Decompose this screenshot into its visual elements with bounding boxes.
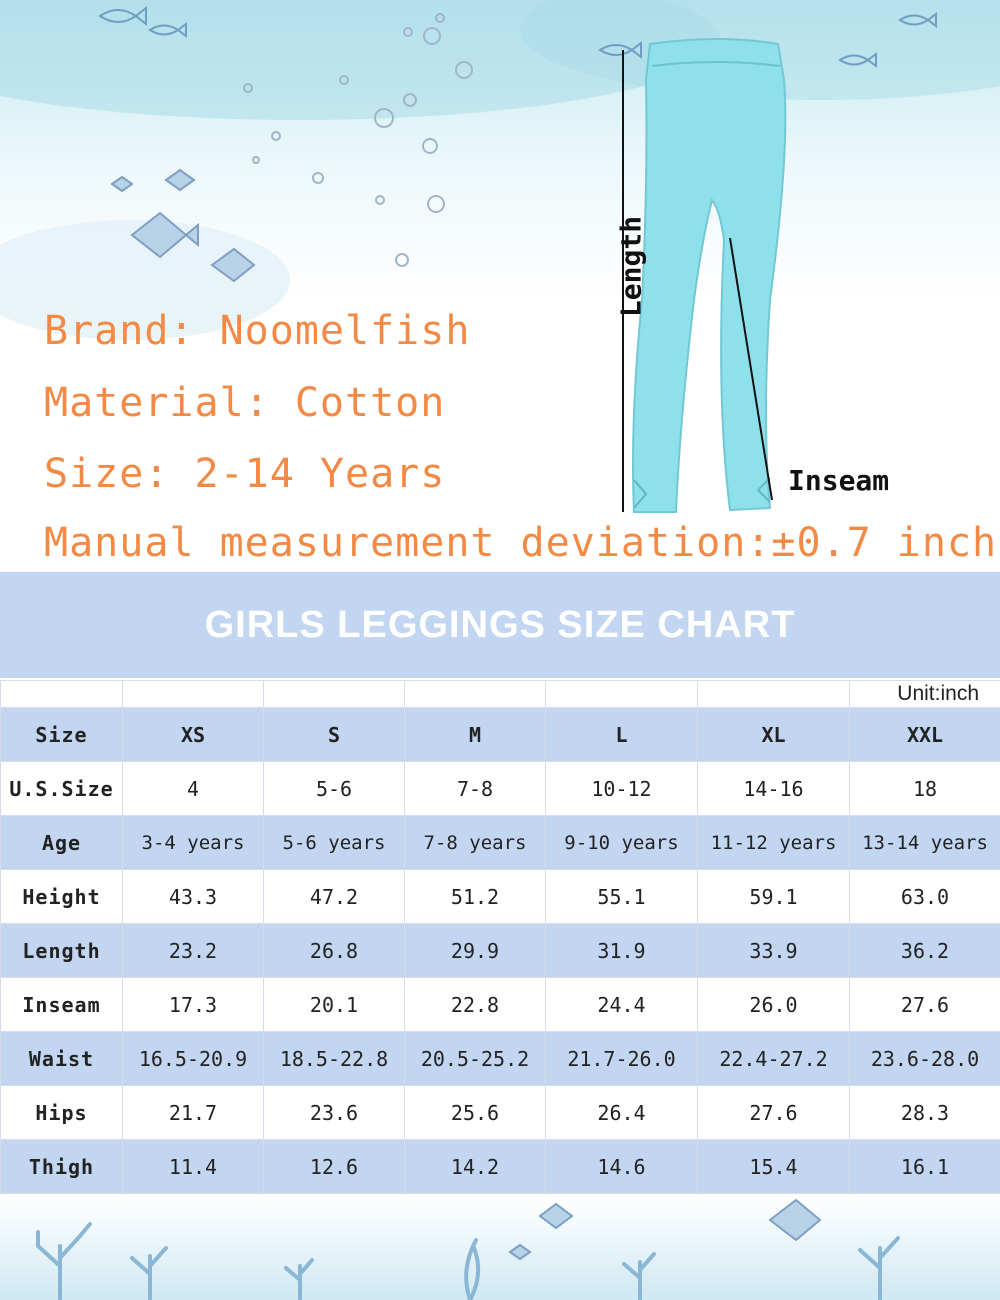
size-column-header: XL xyxy=(697,707,850,762)
size-range-text: Size: 2-14 Years xyxy=(44,451,446,497)
size-chart-table: Unit:inch Size XS S M L XL XXL U.S.Size 4 5-6 7-8 1… xyxy=(0,680,1000,1194)
table-cell: 15.4 xyxy=(697,1139,850,1194)
table-cell: 43.3 xyxy=(122,869,264,924)
table-cell: 23.6-28.0 xyxy=(849,1031,1000,1086)
size-column-header: S xyxy=(263,707,405,762)
table-cell: 20.1 xyxy=(263,977,405,1032)
table-cell: 14.6 xyxy=(545,1139,698,1194)
row-label: U.S.Size xyxy=(0,761,123,816)
table-cell: 31.9 xyxy=(545,923,698,978)
table-cell: 51.2 xyxy=(404,869,546,924)
table-cell: 26.8 xyxy=(263,923,405,978)
fish-icon xyxy=(98,5,937,68)
table-cell: 16.1 xyxy=(849,1139,1000,1194)
inseam-measure-line xyxy=(729,237,773,501)
row-label: Length xyxy=(0,923,123,978)
table-cell: 9-10 years xyxy=(545,815,698,870)
table-cell: 10-12 xyxy=(545,761,698,816)
table-cell: 20.5-25.2 xyxy=(404,1031,546,1086)
table-cell: 5-6 xyxy=(263,761,405,816)
table-cell: 23.2 xyxy=(122,923,264,978)
table-row: Hips 21.7 23.6 25.6 26.4 27.6 28.3 xyxy=(0,1085,1000,1140)
ocean-decoration xyxy=(0,0,1000,513)
row-label: Waist xyxy=(0,1031,123,1086)
table-cell: 21.7 xyxy=(122,1085,264,1140)
table-cell: 17.3 xyxy=(122,977,264,1032)
table-cell: 13-14 years xyxy=(849,815,1000,870)
table-row: Height 43.3 47.2 51.2 55.1 59.1 63.0 xyxy=(0,869,1000,924)
table-cell: 4 xyxy=(122,761,264,816)
table-cell: 7-8 xyxy=(404,761,546,816)
size-column-header: XXL xyxy=(849,707,1000,762)
table-cell: 3-4 years xyxy=(122,815,264,870)
inseam-label: Inseam xyxy=(788,464,890,497)
row-label: Height xyxy=(0,869,123,924)
row-label: Hips xyxy=(0,1085,123,1140)
table-row: U.S.Size 4 5-6 7-8 10-12 14-16 18 xyxy=(0,761,1000,816)
unit-row: Unit:inch xyxy=(0,680,1000,708)
table-cell: 14.2 xyxy=(404,1139,546,1194)
table-cell: 18.5-22.8 xyxy=(263,1031,405,1086)
header-label: Size xyxy=(0,707,123,762)
table-row: Thigh 11.4 12.6 14.2 14.6 15.4 16.1 xyxy=(0,1139,1000,1194)
table-cell: 14-16 xyxy=(697,761,850,816)
unit-row-spacer xyxy=(0,680,123,708)
row-label: Inseam xyxy=(0,977,123,1032)
chart-title: GIRLS LEGGINGS SIZE CHART xyxy=(204,604,796,646)
table-cell: 33.9 xyxy=(697,923,850,978)
table-cell: 24.4 xyxy=(545,977,698,1032)
material-text: Material: Cotton xyxy=(44,380,446,426)
table-cell: 11.4 xyxy=(122,1139,264,1194)
table-cell: 26.4 xyxy=(545,1085,698,1140)
row-label: Thigh xyxy=(0,1139,123,1194)
table-cell: 63.0 xyxy=(849,869,1000,924)
table-cell: 27.6 xyxy=(849,977,1000,1032)
table-cell: 29.9 xyxy=(404,923,546,978)
table-cell: 59.1 xyxy=(697,869,850,924)
table-row: Age 3-4 years 5-6 years 7-8 years 9-10 years… xyxy=(0,815,1000,870)
table-cell: 26.0 xyxy=(697,977,850,1032)
table-cell: 47.2 xyxy=(263,869,405,924)
header-row: Size XS S M L XL XXL xyxy=(0,707,1000,762)
angelfish-icon xyxy=(110,168,256,283)
unit-row-spacer xyxy=(122,680,264,708)
unit-row-spacer xyxy=(697,680,850,708)
length-label: Length xyxy=(614,215,648,318)
table-cell: 27.6 xyxy=(697,1085,850,1140)
table-cell: 28.3 xyxy=(849,1085,1000,1140)
table-cell: 22.4-27.2 xyxy=(697,1031,850,1086)
table-cell: 5-6 years xyxy=(263,815,405,870)
chart-title-band: GIRLS LEGGINGS SIZE CHART xyxy=(0,572,1000,678)
table-cell: 36.2 xyxy=(849,923,1000,978)
table-cell: 55.1 xyxy=(545,869,698,924)
size-column-header: XS xyxy=(122,707,264,762)
size-column-header: M xyxy=(404,707,546,762)
table-cell: 22.8 xyxy=(404,977,546,1032)
table-cell: 11-12 years xyxy=(697,815,850,870)
brand-text: Brand: Noomelfish xyxy=(44,308,471,354)
table-row: Length 23.2 26.8 29.9 31.9 33.9 36.2 xyxy=(0,923,1000,978)
table-row: Inseam 17.3 20.1 22.8 24.4 26.0 27.6 xyxy=(0,977,1000,1032)
footer-decoration xyxy=(0,1196,1000,1300)
table-row: Waist 16.5-20.9 18.5-22.8 20.5-25.2 21.7-26.… xyxy=(0,1031,1000,1086)
coral-decoration xyxy=(36,1198,900,1300)
measurement-deviation-text: Manual measurement deviation:±0.7 inch xyxy=(44,520,998,566)
unit-row-spacer xyxy=(263,680,405,708)
table-cell: 16.5-20.9 xyxy=(122,1031,264,1086)
bubbles-icon xyxy=(243,13,473,267)
table-cell: 12.6 xyxy=(263,1139,405,1194)
hero-banner: Brand: Noomelfish Material: Cotton Size:… xyxy=(0,0,1000,570)
unit-row-spacer xyxy=(404,680,546,708)
leggings-illustration xyxy=(632,38,787,513)
table-cell: 25.6 xyxy=(404,1085,546,1140)
unit-row-spacer xyxy=(545,680,698,708)
row-label: Age xyxy=(0,815,123,870)
angelfish-icon xyxy=(508,1198,822,1261)
table-cell: 18 xyxy=(849,761,1000,816)
table-cell: 21.7-26.0 xyxy=(545,1031,698,1086)
table-cell: 23.6 xyxy=(263,1085,405,1140)
unit-label: Unit:inch xyxy=(849,680,1000,708)
table-cell: 7-8 years xyxy=(404,815,546,870)
size-column-header: L xyxy=(545,707,698,762)
